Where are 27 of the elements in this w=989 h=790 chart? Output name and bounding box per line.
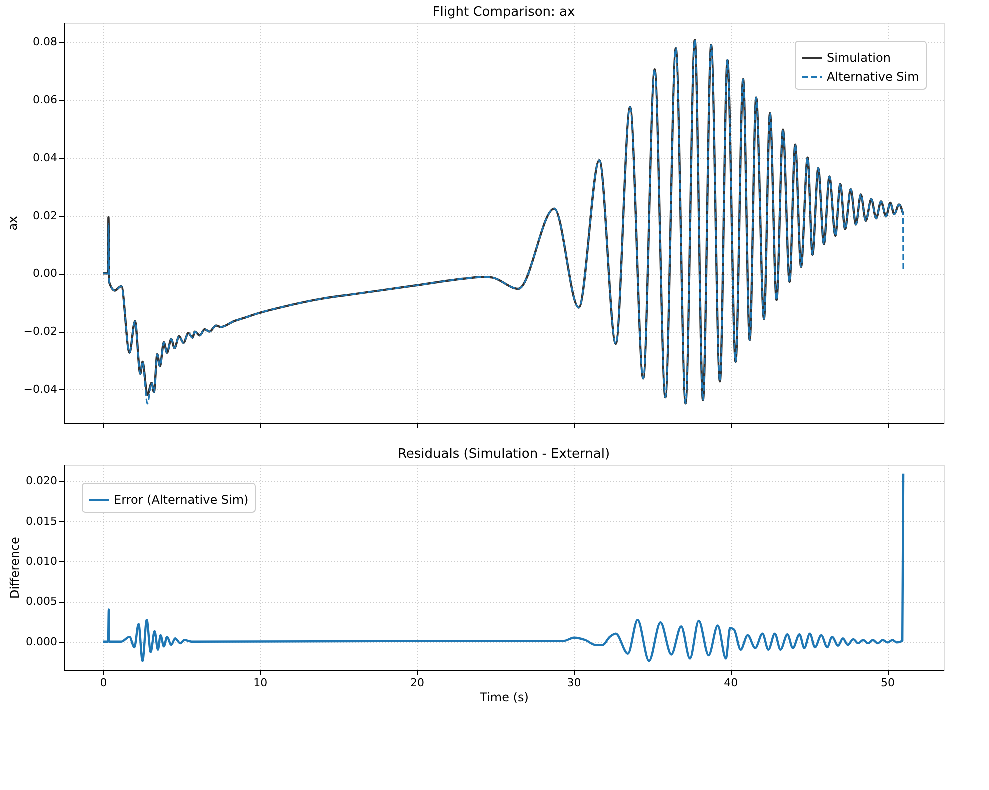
y-axis-title: ax [6, 216, 20, 231]
x-tick-label: 30 [567, 676, 582, 690]
x-tick-label: 10 [254, 676, 268, 690]
line-series [102, 472, 905, 662]
y-tick-label: 0.04 [33, 151, 58, 164]
x-tick-label: 40 [724, 676, 738, 690]
legend-label: Alternative Sim [827, 70, 920, 84]
y-tick-label: 0.020 [26, 474, 58, 488]
y-tick-label: 0.06 [33, 93, 58, 106]
chart-title: Residuals (Simulation - External) [398, 447, 610, 462]
y-tick-label: 0.010 [26, 554, 58, 568]
x-tick-label: 20 [410, 676, 424, 690]
x-tick-label: 0 [100, 676, 108, 690]
y-tick-label: −0.02 [24, 325, 58, 338]
y-tick-label: 0.005 [26, 595, 58, 608]
y-tick-label: −0.04 [24, 382, 58, 396]
chart-title: Flight Comparison: ax [432, 5, 576, 20]
y-tick-label: 0.00 [33, 267, 58, 280]
legend-label: Error (Alternative Sim) [114, 493, 249, 507]
y-tick-label: 0.000 [26, 635, 58, 648]
legend-label: Simulation [827, 51, 891, 65]
y-axis-title: Difference [8, 537, 22, 599]
y-tick-label: 0.015 [26, 514, 58, 528]
x-axis-title: Time (s) [479, 690, 529, 704]
y-tick-label: 0.02 [33, 209, 58, 222]
y-tick-label: 0.08 [33, 36, 58, 49]
x-tick-label: 50 [881, 676, 896, 690]
